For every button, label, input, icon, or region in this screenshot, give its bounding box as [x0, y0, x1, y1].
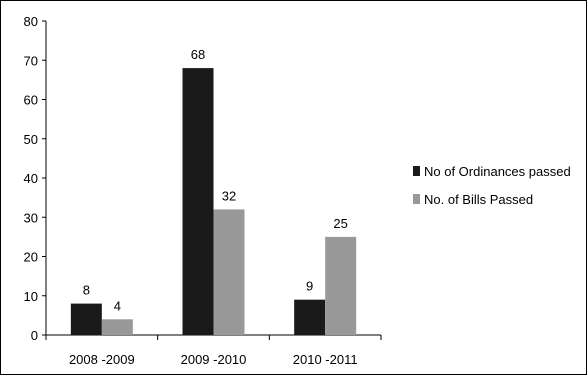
- bar-bills-2: [325, 236, 357, 335]
- y-axis-ticks: 0 10 20 30 40 50 60 70 80: [24, 14, 46, 343]
- y-tick-label: 40: [24, 171, 38, 186]
- data-label: 32: [222, 188, 236, 203]
- y-tick-label: 80: [24, 14, 38, 29]
- legend-swatch: [413, 166, 420, 176]
- legend-label: No. of Bills Passed: [424, 192, 533, 207]
- y-tick-label: 70: [24, 53, 38, 68]
- x-category-label: 2008 -2009: [69, 352, 135, 367]
- bar-ordinances-2: [294, 299, 326, 335]
- x-axis-categories: 2008 -2009 2009 -2010 2010 -2011: [45, 335, 382, 367]
- legend: No of Ordinances passed No. of Bills Pass…: [413, 164, 571, 207]
- data-label: 25: [333, 216, 347, 231]
- y-tick-label: 30: [24, 210, 38, 225]
- data-label: 9: [306, 279, 313, 294]
- x-category-label: 2010 -2011: [293, 352, 358, 367]
- bar-ordinances-0: [70, 303, 102, 335]
- bar-bills-1: [213, 209, 245, 335]
- y-tick-label: 0: [31, 328, 38, 343]
- y-tick-label: 60: [24, 93, 38, 108]
- data-label: 8: [83, 283, 90, 298]
- data-label: 4: [114, 298, 121, 313]
- bar-ordinances-1: [182, 68, 214, 335]
- y-tick-label: 20: [24, 250, 38, 265]
- bar-bills-0: [101, 319, 133, 335]
- y-tick-label: 10: [24, 289, 38, 304]
- legend-swatch: [413, 194, 420, 204]
- legend-label: No of Ordinances passed: [424, 164, 571, 179]
- x-category-label: 2009 -2010: [181, 352, 247, 367]
- y-tick-label: 50: [24, 132, 38, 147]
- bars: [70, 68, 357, 335]
- data-labels: 8 4 68 32 9 25: [83, 47, 348, 313]
- data-label: 68: [191, 47, 205, 62]
